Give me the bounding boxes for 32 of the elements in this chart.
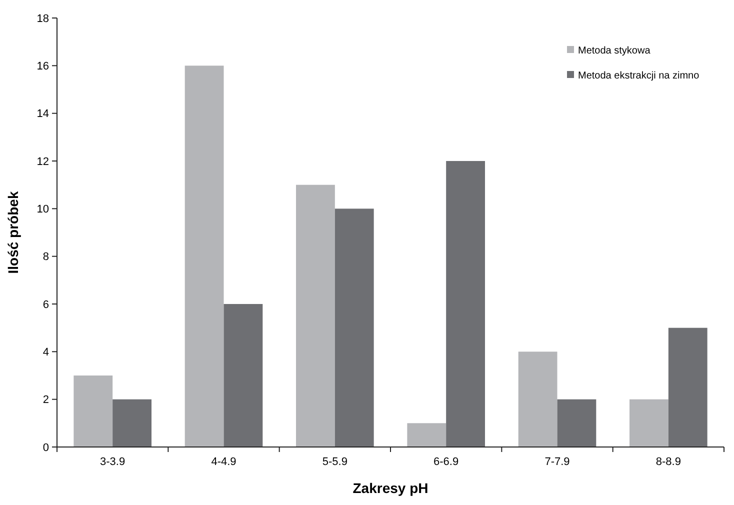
x-axis-title: Zakresy pH <box>352 480 428 496</box>
bar <box>668 328 708 447</box>
legend-label: Metoda stykowa <box>578 46 651 56</box>
y-axis-title: Ilość próbek <box>5 191 21 274</box>
bar <box>184 66 224 447</box>
x-tick-label: 4-4.9 <box>211 456 236 468</box>
bar <box>74 376 113 447</box>
y-tick-label: 0 <box>42 442 49 454</box>
x-tick-label: 8-8.9 <box>656 456 681 468</box>
legend-label: Metoda ekstrakcji na zimno <box>578 70 700 82</box>
bar <box>224 304 263 447</box>
bar <box>112 399 152 447</box>
bar <box>296 184 335 447</box>
y-tick-label: 4 <box>42 346 49 359</box>
y-tick-label: 12 <box>36 156 49 168</box>
y-tick-label: 16 <box>36 60 49 73</box>
x-tick-label: 6-6.9 <box>434 456 459 468</box>
y-tick-label: 18 <box>36 12 49 25</box>
bar <box>407 423 446 447</box>
bar <box>630 399 668 447</box>
y-tick-label: 14 <box>36 108 49 120</box>
x-tick-label: 7-7.9 <box>544 456 570 468</box>
bar <box>446 161 485 447</box>
x-tick-label: 5-5.9 <box>322 456 348 468</box>
bar <box>557 399 596 447</box>
y-tick-label: 8 <box>42 251 49 264</box>
y-tick-label: 2 <box>42 394 49 406</box>
bar <box>334 208 374 447</box>
x-tick-label: 3-3.9 <box>100 456 126 468</box>
bar <box>518 352 558 447</box>
y-tick-label: 6 <box>42 298 49 311</box>
y-tick-label: 10 <box>36 204 49 216</box>
